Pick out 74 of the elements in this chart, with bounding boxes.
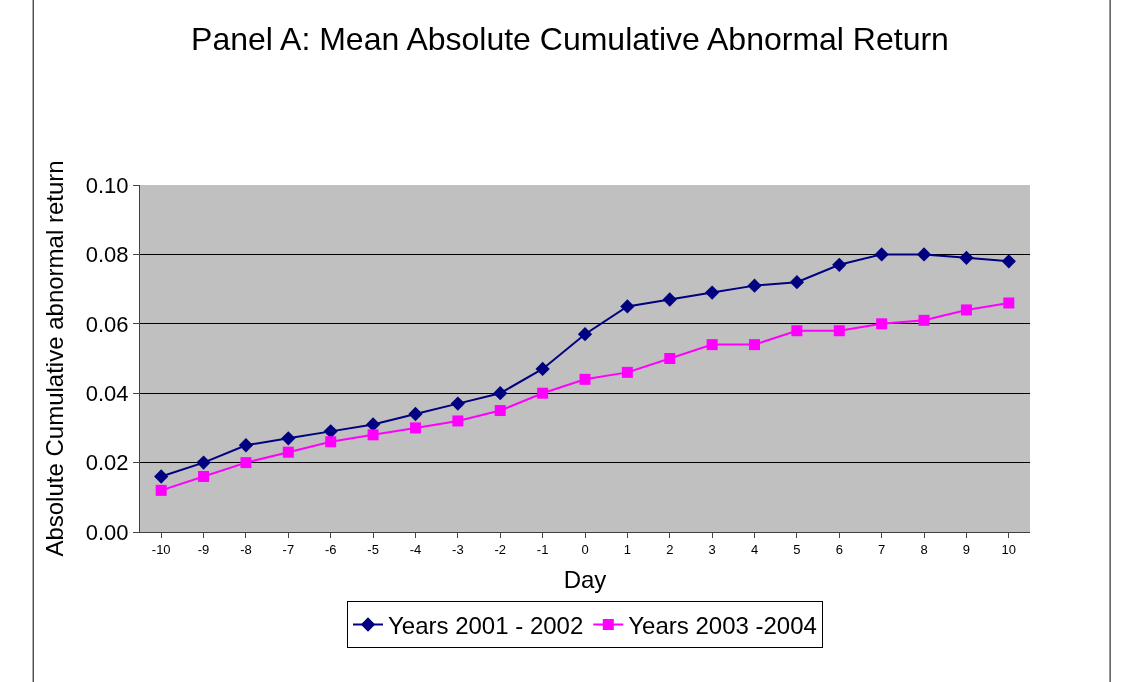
point (579, 373, 591, 385)
y-tick-label: 0.08 (85, 242, 129, 268)
x-tick-label: 1 (623, 541, 631, 557)
y-tick-label: 0.02 (85, 450, 129, 476)
x-tick-label: -2 (494, 541, 507, 557)
point (367, 429, 379, 441)
point (282, 446, 294, 458)
point (960, 304, 972, 316)
legend-label: Years 2001 - 2002 (388, 611, 584, 639)
point (325, 436, 337, 448)
point (706, 339, 718, 351)
point (198, 470, 210, 482)
x-tick-label: 6 (835, 541, 843, 557)
point (365, 417, 381, 432)
x-tick-label: 5 (793, 541, 801, 557)
point (1001, 254, 1016, 269)
x-tick-label: 2 (666, 541, 674, 557)
x-tick-label: -1 (536, 541, 549, 557)
x-tick-label: 9 (962, 541, 971, 557)
point (323, 424, 338, 439)
point (409, 422, 421, 434)
x-tick-label: 10 (1001, 541, 1017, 557)
point (876, 318, 888, 330)
y-tick-label: 0.06 (85, 311, 129, 337)
chart-title: Panel A: Mean Absolute Cumulative Abnormal Return (191, 20, 949, 57)
point (664, 353, 676, 364)
point (450, 396, 466, 411)
point (621, 366, 633, 378)
point (747, 278, 762, 293)
point (494, 405, 506, 417)
point (704, 285, 720, 300)
point (281, 431, 296, 446)
x-tick-label: -10 (151, 541, 171, 557)
point (749, 339, 761, 351)
point (577, 327, 593, 342)
y-tick-label: 0.04 (85, 380, 129, 406)
point (196, 455, 211, 470)
point (662, 292, 677, 307)
point (154, 469, 169, 484)
x-tick-label: -8 (240, 541, 252, 557)
y-axis-title: Absolute Cumulative abnormal return (40, 160, 68, 557)
x-axis-title: Day (563, 565, 607, 593)
x-tick-label: 4 (750, 541, 759, 557)
point (874, 247, 889, 262)
x-tick-label: -5 (367, 541, 379, 557)
y-tick-label: 0.10 (85, 172, 129, 198)
point (832, 257, 847, 272)
x-tick-label: 0 (581, 541, 589, 557)
point (537, 387, 549, 399)
point (959, 250, 974, 266)
y-tick-label: 0.00 (85, 519, 129, 545)
x-tick-label: -4 (409, 541, 422, 557)
point (620, 299, 635, 314)
point (1003, 297, 1015, 309)
x-tick-label: 8 (920, 541, 928, 557)
point (535, 361, 550, 377)
legend-label: Years 2003 -2004 (628, 611, 817, 639)
point (240, 457, 252, 469)
point (155, 484, 167, 496)
x-tick-label: 7 (878, 541, 886, 557)
x-tick-label: -6 (324, 541, 337, 557)
point (789, 275, 805, 290)
point (452, 415, 464, 427)
point (833, 325, 845, 337)
x-tick-label: -3 (452, 541, 464, 557)
point (916, 247, 932, 262)
point (408, 406, 423, 422)
point (918, 314, 930, 326)
point (791, 325, 803, 337)
point (238, 438, 254, 453)
x-tick-label: -9 (197, 541, 210, 557)
x-tick-label: -7 (282, 541, 295, 557)
x-tick-label: 3 (708, 541, 716, 557)
point (493, 386, 508, 401)
